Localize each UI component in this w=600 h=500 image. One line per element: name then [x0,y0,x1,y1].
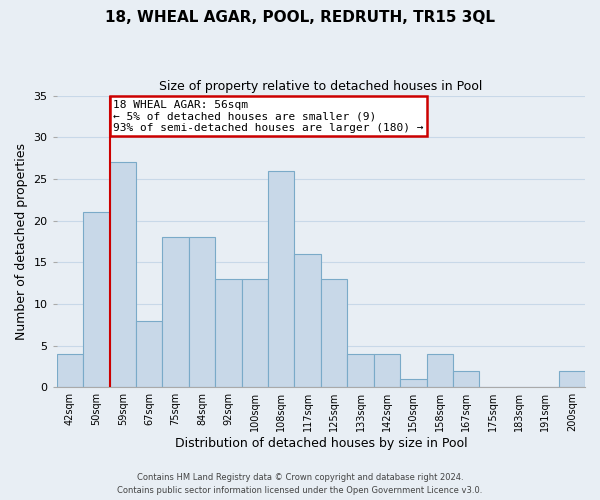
Text: 18, WHEAL AGAR, POOL, REDRUTH, TR15 3QL: 18, WHEAL AGAR, POOL, REDRUTH, TR15 3QL [105,10,495,25]
Bar [83,212,110,387]
Bar [453,370,479,387]
Bar [321,279,347,387]
Y-axis label: Number of detached properties: Number of detached properties [15,143,28,340]
Bar [374,354,400,387]
Bar [400,379,427,387]
Text: 18 WHEAL AGAR: 56sqm
← 5% of detached houses are smaller (9)
93% of semi-detache: 18 WHEAL AGAR: 56sqm ← 5% of detached ho… [113,100,424,133]
Bar [110,162,136,387]
Bar [136,320,163,387]
Bar [427,354,453,387]
Title: Size of property relative to detached houses in Pool: Size of property relative to detached ho… [159,80,482,93]
Bar [215,279,242,387]
Bar [163,237,189,387]
Bar [242,279,268,387]
Bar [295,254,321,387]
Bar [559,370,585,387]
Bar [189,237,215,387]
X-axis label: Distribution of detached houses by size in Pool: Distribution of detached houses by size … [175,437,467,450]
Bar [57,354,83,387]
Bar [268,170,295,387]
Bar [347,354,374,387]
Text: Contains HM Land Registry data © Crown copyright and database right 2024.
Contai: Contains HM Land Registry data © Crown c… [118,474,482,495]
